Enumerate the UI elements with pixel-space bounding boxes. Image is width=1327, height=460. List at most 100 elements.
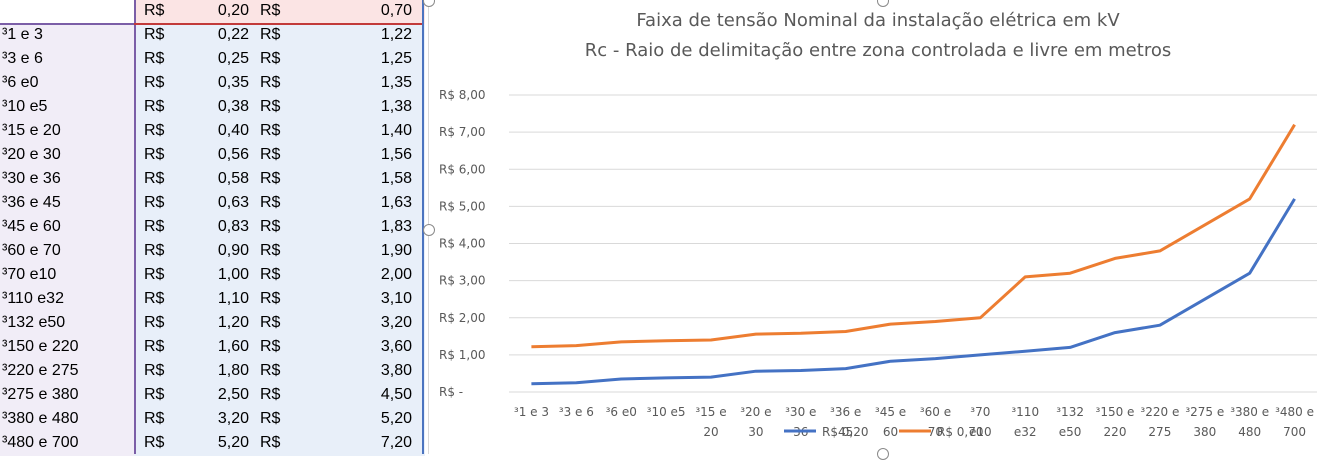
cell-values[interactable]: R$ 1,80 R$ 3,80 [134,360,425,384]
cell-values[interactable]: R$ 5,20 R$ 7,20 [134,432,425,456]
cell-range-label[interactable]: ³15 e 20 [0,120,134,144]
resize-handle-bottom[interactable] [877,448,889,460]
cell-range-label[interactable] [0,0,134,24]
table-row[interactable]: R$ 0,20 R$ 0,70 [0,0,425,24]
x-tick-label: e10 [969,425,992,439]
cell-values[interactable]: R$ 0,20 R$ 0,70 [134,0,425,24]
x-tick-label: ³45 e [875,405,906,419]
x-tick-label: ³220 e [1140,405,1179,419]
table-row[interactable]: ³150 e 220 R$ 1,60 R$ 3,60 [0,336,425,360]
currency-symbol: R$ [144,194,165,211]
x-tick-label: ³70 [970,405,990,419]
table-row[interactable]: ³45 e 60 R$ 0,83 R$ 1,83 [0,216,425,240]
cell-values[interactable]: R$ 3,20 R$ 5,20 [134,408,425,432]
cell-range-label[interactable]: ³20 e 30 [0,144,134,168]
cell-values[interactable]: R$ 0,63 R$ 1,63 [134,192,425,216]
cell-values[interactable]: R$ 1,00 R$ 2,00 [134,264,425,288]
cell-values[interactable]: R$ 0,35 R$ 1,35 [134,72,425,96]
cell-range-label[interactable]: ³6 e0 [0,72,134,96]
currency-symbol: R$ [260,194,281,211]
cell-values[interactable]: R$ 0,83 R$ 1,83 [134,216,425,240]
table-row[interactable]: ³20 e 30 R$ 0,56 R$ 1,56 [0,144,425,168]
table-row[interactable]: ³380 e 480 R$ 3,20 R$ 5,20 [0,408,425,432]
table-row[interactable]: ³480 e 700 R$ 5,20 R$ 7,20 [0,432,425,456]
x-tick-label: ³110 [1011,405,1039,419]
cell-values[interactable]: R$ 0,90 R$ 1,90 [134,240,425,264]
cell-values[interactable]: R$ 0,38 R$ 1,38 [134,96,425,120]
value-1: 0,56 [217,146,249,163]
resize-handle-left[interactable] [423,224,435,236]
cell-values[interactable]: R$ 1,60 R$ 3,60 [134,336,425,360]
cell-range-label[interactable]: ³3 e 6 [0,48,134,72]
cell-values[interactable]: R$ 2,50 R$ 4,50 [134,384,425,408]
cell-values[interactable]: R$ 0,40 R$ 1,40 [134,120,425,144]
x-tick-label: ³20 e [740,405,771,419]
cell-range-label[interactable]: ³380 e 480 [0,408,134,432]
cell-range-label[interactable]: ³60 e 70 [0,240,134,264]
y-tick-label: R$ 8,00 [439,88,486,102]
cell-range-label[interactable]: ³150 e 220 [0,336,134,360]
cell-range-label[interactable]: ³70 e10 [0,264,134,288]
cell-values[interactable]: R$ 1,20 R$ 3,20 [134,312,425,336]
range-label: ³36 e 45 [2,194,61,211]
x-tick-label: e50 [1059,425,1082,439]
table-row[interactable]: ³30 e 36 R$ 0,58 R$ 1,58 [0,168,425,192]
value-1: 0,40 [217,122,249,139]
value-1: 1,10 [217,290,249,307]
value-1: 2,50 [217,386,249,403]
table-row[interactable]: ³36 e 45 R$ 0,63 R$ 1,63 [0,192,425,216]
x-tick-label: ³15 e [695,405,726,419]
currency-symbol: R$ [144,146,165,163]
value-1: 1,60 [217,338,249,355]
chart-area[interactable]: Faixa de tensão Nominal da instalação el… [423,0,1327,460]
table-row[interactable]: ³70 e10 R$ 1,00 R$ 2,00 [0,264,425,288]
y-tick-label: R$ 6,00 [439,162,486,176]
table-row[interactable]: ³3 e 6 R$ 0,25 R$ 1,25 [0,48,425,72]
x-tick-label: ³60 e [920,405,951,419]
table-row[interactable]: ³220 e 275 R$ 1,80 R$ 3,80 [0,360,425,384]
currency-symbol: R$ [260,218,281,235]
value-2: 4,50 [380,386,412,403]
table-row[interactable]: ³60 e 70 R$ 0,90 R$ 1,90 [0,240,425,264]
cell-range-label[interactable]: ³30 e 36 [0,168,134,192]
cell-range-label[interactable]: ³36 e 45 [0,192,134,216]
table-row[interactable]: ³6 e0 R$ 0,35 R$ 1,35 [0,72,425,96]
table-row[interactable]: ³1 e 3 R$ 0,22 R$ 1,22 [0,24,425,48]
cell-values[interactable]: R$ 0,25 R$ 1,25 [134,48,425,72]
cell-range-label[interactable]: ³275 e 380 [0,384,134,408]
cell-values[interactable]: R$ 0,58 R$ 1,58 [134,168,425,192]
range-label: ³15 e 20 [2,122,61,139]
currency-symbol: R$ [144,122,165,139]
x-tick-label: 20 [703,425,718,439]
x-tick-label: e32 [1014,425,1037,439]
legend-entry: R$ 0,70 [937,425,984,439]
cell-values[interactable]: R$ 0,22 R$ 1,22 [134,24,425,48]
currency-symbol: R$ [144,338,165,355]
cell-range-label[interactable]: ³220 e 275 [0,360,134,384]
table-row[interactable]: ³275 e 380 R$ 2,50 R$ 4,50 [0,384,425,408]
cell-range-label[interactable]: ³1 e 3 [0,24,134,48]
table-row[interactable]: ³132 e50 R$ 1,20 R$ 3,20 [0,312,425,336]
currency-symbol: R$ [260,434,281,451]
series-line-0 [531,198,1296,386]
currency-symbol: R$ [144,242,165,259]
cell-values[interactable]: R$ 0,56 R$ 1,56 [134,144,425,168]
value-2: 3,60 [380,338,412,355]
cell-range-label[interactable]: ³132 e50 [0,312,134,336]
cell-values[interactable]: R$ 1,10 R$ 3,10 [134,288,425,312]
currency-symbol: R$ [144,2,165,19]
value-2: 7,20 [380,434,412,451]
value-1: 0,38 [217,98,249,115]
range-label: ³110 e32 [2,290,64,307]
value-1: 0,90 [217,242,249,259]
table-row[interactable]: ³15 e 20 R$ 0,40 R$ 1,40 [0,120,425,144]
cell-range-label[interactable]: ³110 e32 [0,288,134,312]
range-label: ³380 e 480 [2,410,79,427]
cell-range-label[interactable]: ³480 e 700 [0,432,134,456]
table-row[interactable]: ³110 e32 R$ 1,10 R$ 3,10 [0,288,425,312]
value-2: 1,58 [380,170,412,187]
cell-range-label[interactable]: ³10 e5 [0,96,134,120]
value-2: 1,38 [380,98,412,115]
cell-range-label[interactable]: ³45 e 60 [0,216,134,240]
table-row[interactable]: ³10 e5 R$ 0,38 R$ 1,38 [0,96,425,120]
